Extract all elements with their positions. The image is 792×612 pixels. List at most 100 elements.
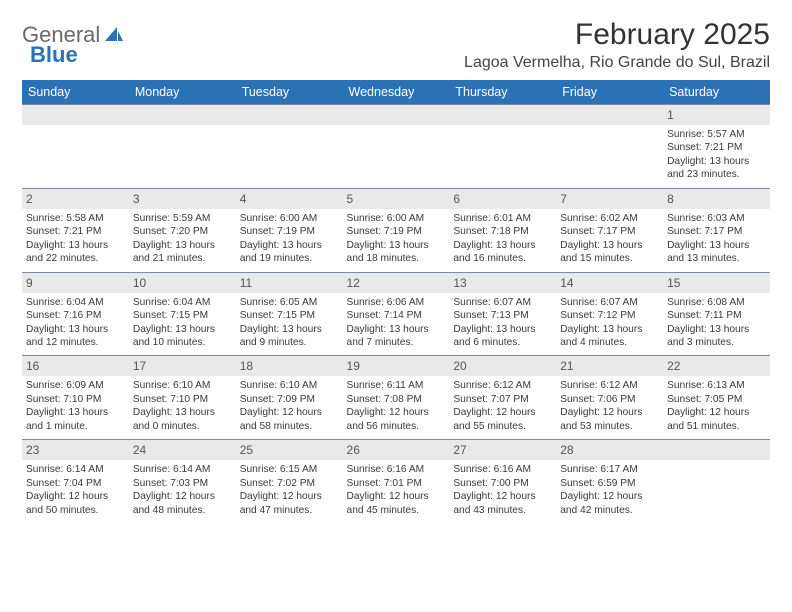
- daylight-text: and 16 minutes.: [453, 252, 552, 265]
- day-body: Sunrise: 6:13 AMSunset: 7:05 PMDaylight:…: [663, 376, 770, 439]
- logo-word2: Blue: [30, 42, 78, 67]
- sunrise-text: Sunrise: 6:08 AM: [667, 296, 766, 309]
- calendar-cell: 26Sunrise: 6:16 AMSunset: 7:01 PMDayligh…: [343, 440, 450, 523]
- day-number: 26: [343, 440, 450, 460]
- daylight-text: Daylight: 13 hours: [347, 239, 446, 252]
- sunrise-text: Sunrise: 6:07 AM: [453, 296, 552, 309]
- sunrise-text: Sunrise: 6:02 AM: [560, 212, 659, 225]
- daylight-text: and 55 minutes.: [453, 420, 552, 433]
- daylight-text: and 3 minutes.: [667, 336, 766, 349]
- calendar-row: 1Sunrise: 5:57 AMSunset: 7:21 PMDaylight…: [22, 105, 770, 189]
- calendar-body: 1Sunrise: 5:57 AMSunset: 7:21 PMDaylight…: [22, 105, 770, 524]
- sunset-text: Sunset: 7:11 PM: [667, 309, 766, 322]
- daylight-text: Daylight: 12 hours: [560, 490, 659, 503]
- calendar-cell: 24Sunrise: 6:14 AMSunset: 7:03 PMDayligh…: [129, 440, 236, 523]
- calendar-table: Sunday Monday Tuesday Wednesday Thursday…: [22, 80, 770, 523]
- sunrise-text: Sunrise: 6:04 AM: [133, 296, 232, 309]
- day-body: Sunrise: 6:10 AMSunset: 7:10 PMDaylight:…: [129, 376, 236, 439]
- col-sunday: Sunday: [22, 80, 129, 105]
- calendar-cell: 4Sunrise: 6:00 AMSunset: 7:19 PMDaylight…: [236, 188, 343, 272]
- day-body: Sunrise: 6:07 AMSunset: 7:12 PMDaylight:…: [556, 293, 663, 356]
- daylight-text: Daylight: 13 hours: [133, 323, 232, 336]
- sunset-text: Sunset: 7:10 PM: [26, 393, 125, 406]
- calendar-cell: 15Sunrise: 6:08 AMSunset: 7:11 PMDayligh…: [663, 272, 770, 356]
- logo-sail-icon: [104, 26, 124, 44]
- calendar-cell: 10Sunrise: 6:04 AMSunset: 7:15 PMDayligh…: [129, 272, 236, 356]
- day-number: 12: [343, 273, 450, 293]
- daylight-text: Daylight: 12 hours: [453, 490, 552, 503]
- day-number: 5: [343, 189, 450, 209]
- daylight-text: and 19 minutes.: [240, 252, 339, 265]
- col-monday: Monday: [129, 80, 236, 105]
- sunrise-text: Sunrise: 6:16 AM: [347, 463, 446, 476]
- calendar-cell: 7Sunrise: 6:02 AMSunset: 7:17 PMDaylight…: [556, 188, 663, 272]
- day-body: Sunrise: 5:57 AMSunset: 7:21 PMDaylight:…: [663, 125, 770, 188]
- sunset-text: Sunset: 7:01 PM: [347, 477, 446, 490]
- sunrise-text: Sunrise: 5:59 AM: [133, 212, 232, 225]
- daylight-text: and 15 minutes.: [560, 252, 659, 265]
- daylight-text: and 13 minutes.: [667, 252, 766, 265]
- daylight-text: Daylight: 12 hours: [453, 406, 552, 419]
- daylight-text: and 58 minutes.: [240, 420, 339, 433]
- sunrise-text: Sunrise: 6:04 AM: [26, 296, 125, 309]
- daylight-text: Daylight: 13 hours: [347, 323, 446, 336]
- col-friday: Friday: [556, 80, 663, 105]
- calendar-cell: 12Sunrise: 6:06 AMSunset: 7:14 PMDayligh…: [343, 272, 450, 356]
- daylight-text: Daylight: 12 hours: [667, 406, 766, 419]
- calendar-cell: 9Sunrise: 6:04 AMSunset: 7:16 PMDaylight…: [22, 272, 129, 356]
- day-body: Sunrise: 6:12 AMSunset: 7:06 PMDaylight:…: [556, 376, 663, 439]
- sunrise-text: Sunrise: 5:58 AM: [26, 212, 125, 225]
- sunset-text: Sunset: 7:19 PM: [347, 225, 446, 238]
- sunrise-text: Sunrise: 6:17 AM: [560, 463, 659, 476]
- sunrise-text: Sunrise: 6:03 AM: [667, 212, 766, 225]
- calendar-cell: 27Sunrise: 6:16 AMSunset: 7:00 PMDayligh…: [449, 440, 556, 523]
- day-number: 3: [129, 189, 236, 209]
- calendar-cell: 20Sunrise: 6:12 AMSunset: 7:07 PMDayligh…: [449, 356, 556, 440]
- day-number: 22: [663, 356, 770, 376]
- daylight-text: Daylight: 13 hours: [560, 239, 659, 252]
- calendar-cell: 28Sunrise: 6:17 AMSunset: 6:59 PMDayligh…: [556, 440, 663, 523]
- sunset-text: Sunset: 7:19 PM: [240, 225, 339, 238]
- daylight-text: Daylight: 13 hours: [26, 323, 125, 336]
- sunrise-text: Sunrise: 6:07 AM: [560, 296, 659, 309]
- day-body: Sunrise: 6:03 AMSunset: 7:17 PMDaylight:…: [663, 209, 770, 272]
- calendar-cell: 22Sunrise: 6:13 AMSunset: 7:05 PMDayligh…: [663, 356, 770, 440]
- daylight-text: Daylight: 13 hours: [240, 323, 339, 336]
- sunset-text: Sunset: 7:15 PM: [133, 309, 232, 322]
- sunrise-text: Sunrise: 6:09 AM: [26, 379, 125, 392]
- sunset-text: Sunset: 7:15 PM: [240, 309, 339, 322]
- daylight-text: Daylight: 13 hours: [133, 239, 232, 252]
- daylight-text: Daylight: 13 hours: [240, 239, 339, 252]
- calendar-cell: 18Sunrise: 6:10 AMSunset: 7:09 PMDayligh…: [236, 356, 343, 440]
- daylight-text: and 4 minutes.: [560, 336, 659, 349]
- day-number: 4: [236, 189, 343, 209]
- day-number: 25: [236, 440, 343, 460]
- day-number-empty: [556, 105, 663, 125]
- daylight-text: and 1 minute.: [26, 420, 125, 433]
- day-body: Sunrise: 6:06 AMSunset: 7:14 PMDaylight:…: [343, 293, 450, 356]
- day-number-empty: [343, 105, 450, 125]
- day-body: Sunrise: 6:00 AMSunset: 7:19 PMDaylight:…: [236, 209, 343, 272]
- day-number: 24: [129, 440, 236, 460]
- calendar-cell: 17Sunrise: 6:10 AMSunset: 7:10 PMDayligh…: [129, 356, 236, 440]
- title-block: February 2025 Lagoa Vermelha, Rio Grande…: [464, 18, 770, 72]
- sunset-text: Sunset: 7:05 PM: [667, 393, 766, 406]
- col-saturday: Saturday: [663, 80, 770, 105]
- sunset-text: Sunset: 7:14 PM: [347, 309, 446, 322]
- day-body: Sunrise: 6:16 AMSunset: 7:01 PMDaylight:…: [343, 460, 450, 523]
- daylight-text: Daylight: 12 hours: [240, 490, 339, 503]
- sunrise-text: Sunrise: 5:57 AM: [667, 128, 766, 141]
- logo-word2-wrap: Blue: [30, 42, 78, 68]
- sunrise-text: Sunrise: 6:10 AM: [133, 379, 232, 392]
- calendar-cell: 5Sunrise: 6:00 AMSunset: 7:19 PMDaylight…: [343, 188, 450, 272]
- sunset-text: Sunset: 7:21 PM: [667, 141, 766, 154]
- daylight-text: Daylight: 13 hours: [26, 406, 125, 419]
- day-number-empty: [129, 105, 236, 125]
- day-body: Sunrise: 6:05 AMSunset: 7:15 PMDaylight:…: [236, 293, 343, 356]
- daylight-text: and 45 minutes.: [347, 504, 446, 517]
- day-number: 16: [22, 356, 129, 376]
- day-number: 14: [556, 273, 663, 293]
- day-body: Sunrise: 6:14 AMSunset: 7:04 PMDaylight:…: [22, 460, 129, 523]
- day-number: 7: [556, 189, 663, 209]
- daylight-text: Daylight: 12 hours: [26, 490, 125, 503]
